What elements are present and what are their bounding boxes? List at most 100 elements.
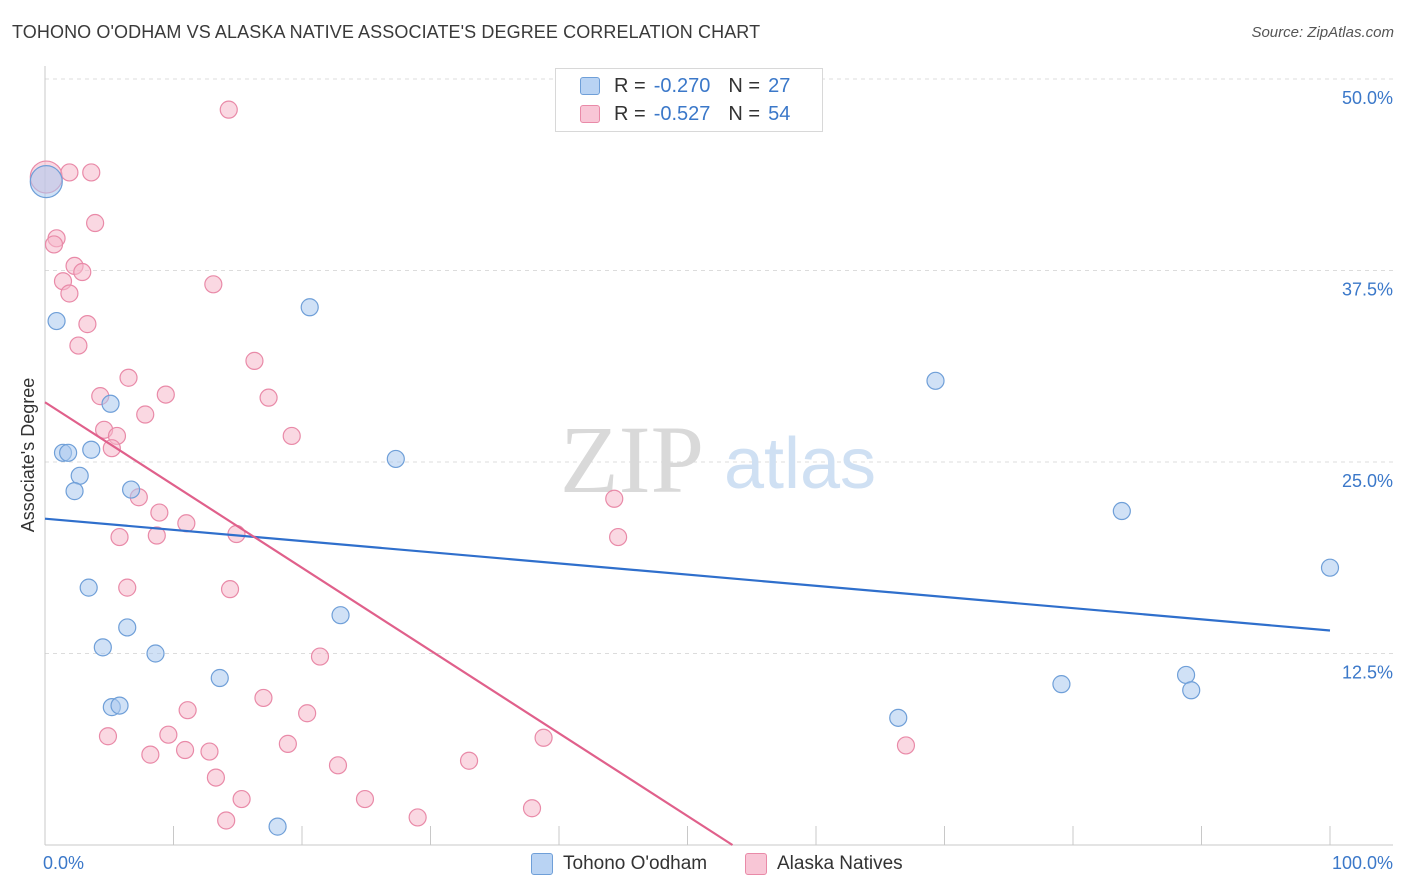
tohono-oodham-point — [1113, 503, 1130, 520]
y-axis-label: Associate's Degree — [18, 378, 38, 533]
tohono-oodham-point — [48, 313, 65, 330]
n-label: N = — [728, 103, 760, 126]
tohono-oodham-point — [123, 481, 140, 498]
alaska-natives-point — [201, 743, 218, 760]
alaska-natives-point — [70, 337, 87, 354]
alaska-natives-point — [177, 742, 194, 759]
r-value: -0.270 — [654, 75, 711, 98]
alaska-natives-point — [461, 752, 478, 769]
tohono-oodham-point — [111, 697, 128, 714]
alaska-natives-point — [299, 705, 316, 722]
y-tick-label: 12.5% — [1342, 663, 1393, 683]
n-label: N = — [728, 75, 760, 98]
legend-row-tohono: R = -0.270 N = 27 — [580, 74, 790, 98]
n-value: 27 — [768, 75, 790, 98]
watermark-zip: ZIP — [560, 406, 704, 513]
n-value: 54 — [768, 103, 790, 126]
tohono-oodham-point — [71, 467, 88, 484]
series-name-tohono: Tohono O'odham — [563, 853, 707, 875]
legend-swatch-pink — [745, 853, 767, 875]
r-label: R = — [614, 75, 646, 98]
tohono-oodham-point — [387, 450, 404, 467]
alaska-natives-point — [178, 515, 195, 532]
r-label: R = — [614, 103, 646, 126]
tohono-oodham-point — [102, 395, 119, 412]
alaska-natives-point — [255, 689, 272, 706]
tick-labels: 12.5% 25.0% 37.5% 50.0% 0.0% 100.0% — [43, 88, 1393, 873]
alaska-natives-point — [207, 769, 224, 786]
alaska-natives-point — [79, 316, 96, 333]
alaska-natives-point — [246, 352, 263, 369]
alaska-natives-point — [356, 791, 373, 808]
legend-swatch-blue — [580, 77, 600, 95]
tohono-oodham-point — [83, 441, 100, 458]
alaska-natives-point — [233, 791, 250, 808]
legend-swatch-blue — [531, 853, 553, 875]
tohono-oodham-point — [301, 299, 318, 316]
alaska-natives-point — [329, 757, 346, 774]
y-tick-label: 50.0% — [1342, 88, 1393, 108]
tohono-oodham-point — [927, 372, 944, 389]
alaska-natives-point — [311, 648, 328, 665]
alaska-natives-point — [119, 579, 136, 596]
alaska-natives-point — [260, 389, 277, 406]
alaska-natives-point — [45, 236, 62, 253]
series-legend-alaska: Alaska Natives — [745, 851, 903, 877]
alaska-natives-point — [61, 164, 78, 181]
tohono-oodham-point — [211, 670, 228, 687]
legend-swatch-pink — [580, 105, 600, 123]
alaska-natives-point — [142, 746, 159, 763]
alaska-natives-point — [205, 276, 222, 293]
y-tick-label: 25.0% — [1342, 471, 1393, 491]
x-tick-label: 100.0% — [1332, 853, 1393, 873]
alaska-natives-point — [87, 215, 104, 232]
alaska-natives-point — [897, 737, 914, 754]
alaska-natives-point — [99, 728, 116, 745]
tohono-oodham-point — [119, 619, 136, 636]
tohono-oodham-point — [332, 607, 349, 624]
alaska-natives-point — [524, 800, 541, 817]
alaska-natives-point — [137, 406, 154, 423]
alaska-natives-point — [74, 264, 91, 281]
alaska-natives-point — [111, 529, 128, 546]
alaska-natives-point — [283, 427, 300, 444]
scatter-plot: ZIP atlas 12.5% 25.0% 37.5% 50.0% 0.0% 100.0%… — [0, 0, 1406, 892]
series-legend-tohono: Tohono O'odham — [531, 851, 707, 877]
alaska-natives-point — [61, 285, 78, 302]
tohono-oodham-point — [60, 444, 77, 461]
x-tick-label: 0.0% — [43, 853, 84, 873]
axes — [45, 66, 1393, 845]
alaska-natives-point — [120, 369, 137, 386]
alaska-natives-point — [535, 729, 552, 746]
stats-legend: R = -0.270 N = 27 R = -0.527 N = 54 — [555, 68, 823, 132]
tohono-oodham-point — [30, 166, 62, 198]
tohono-oodham-point — [890, 709, 907, 726]
y-tick-label: 37.5% — [1342, 280, 1393, 300]
alaska-natives-point — [151, 504, 168, 521]
tohono-oodham-point — [1183, 682, 1200, 699]
tohono-oodham-point — [147, 645, 164, 662]
alaska-natives-point — [409, 809, 426, 826]
tohono-oodham-point — [1178, 666, 1195, 683]
alaska-natives-point — [610, 529, 627, 546]
tohono-oodham-point — [66, 483, 83, 500]
alaska-natives-point — [179, 702, 196, 719]
tohono-oodham-point — [94, 639, 111, 656]
tohono-oodham-point — [80, 579, 97, 596]
r-value: -0.527 — [654, 103, 711, 126]
tohono-oodham-trend-line — [45, 519, 1330, 631]
alaska-natives-point — [606, 490, 623, 507]
legend-row-alaska: R = -0.527 N = 54 — [580, 102, 790, 126]
alaska-natives-point — [160, 726, 177, 743]
tohono-oodham-point — [1053, 676, 1070, 693]
watermark-atlas: atlas — [724, 424, 876, 504]
alaska-natives-point — [218, 812, 235, 829]
alaska-natives-point — [222, 581, 239, 598]
alaska-natives-point — [83, 164, 100, 181]
alaska-natives-point — [279, 735, 296, 752]
tohono-oodham-point — [1322, 559, 1339, 576]
alaska-natives-point — [220, 101, 237, 118]
tohono-oodham-point — [269, 818, 286, 835]
series-name-alaska: Alaska Natives — [777, 853, 903, 875]
alaska-natives-point — [157, 386, 174, 403]
